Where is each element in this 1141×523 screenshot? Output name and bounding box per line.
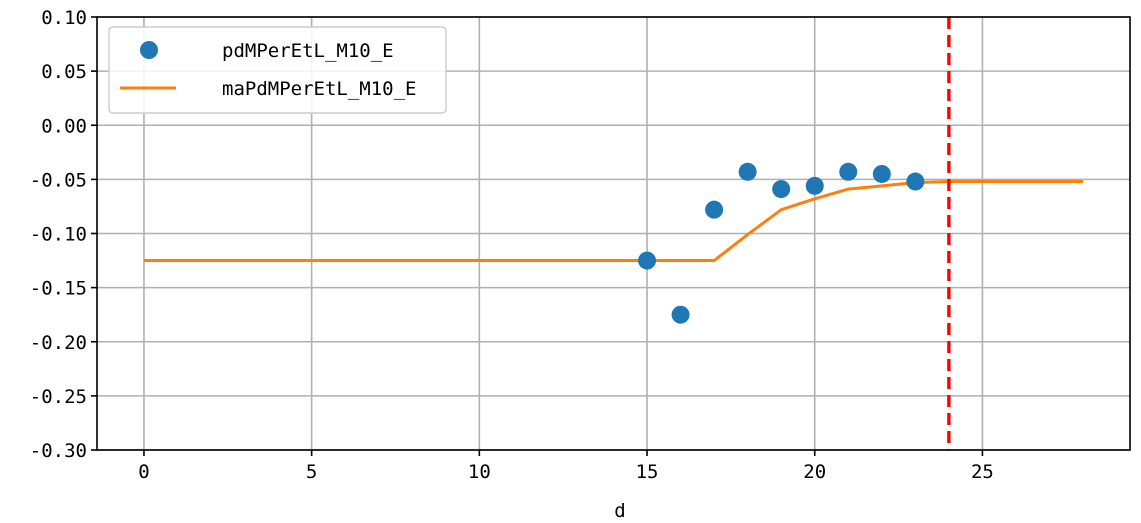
y-tick-label: 0.05 xyxy=(41,61,87,83)
legend-box xyxy=(108,26,447,114)
x-tick-label: 25 xyxy=(971,461,994,483)
y-tick-label: -0.25 xyxy=(30,386,87,408)
data-point xyxy=(738,162,757,181)
legend-label: maPdMPerEtL_M10_E xyxy=(222,78,416,100)
legend-marker-scatter xyxy=(140,41,158,59)
legend: pdMPerEtL_M10_E maPdMPerEtL_M10_E xyxy=(108,26,447,114)
x-tick-label: 20 xyxy=(803,461,826,483)
y-tick-label: -0.30 xyxy=(30,440,87,462)
x-axis-label: d xyxy=(614,500,625,522)
data-point xyxy=(671,305,690,324)
x-tick-label: 15 xyxy=(636,461,659,483)
x-tick-label: 5 xyxy=(306,461,317,483)
data-point xyxy=(805,176,824,195)
x-tick-label: 10 xyxy=(468,461,491,483)
grid xyxy=(97,16,1130,451)
series-layer xyxy=(143,17,1084,450)
data-point xyxy=(772,180,791,199)
series-line xyxy=(143,180,1084,263)
ticks: 0 5 10 15 20 25 0.10 0.05 0.00 -0.05 -0.10 -0.15 -0.… xyxy=(30,7,994,483)
data-point xyxy=(705,200,724,219)
legend-label: pdMPerEtL_M10_E xyxy=(222,40,394,62)
y-tick-label: -0.20 xyxy=(30,332,87,354)
y-tick-label: 0.10 xyxy=(41,7,87,29)
data-point xyxy=(872,164,891,183)
x-tick-label: 0 xyxy=(138,461,149,483)
y-tick-label: 0.00 xyxy=(41,115,87,137)
y-tick-label: -0.15 xyxy=(30,278,87,300)
data-point xyxy=(906,172,925,191)
data-point xyxy=(839,162,858,181)
data-point xyxy=(638,251,657,270)
y-tick-label: -0.10 xyxy=(30,224,87,246)
y-tick-label: -0.05 xyxy=(30,169,87,191)
